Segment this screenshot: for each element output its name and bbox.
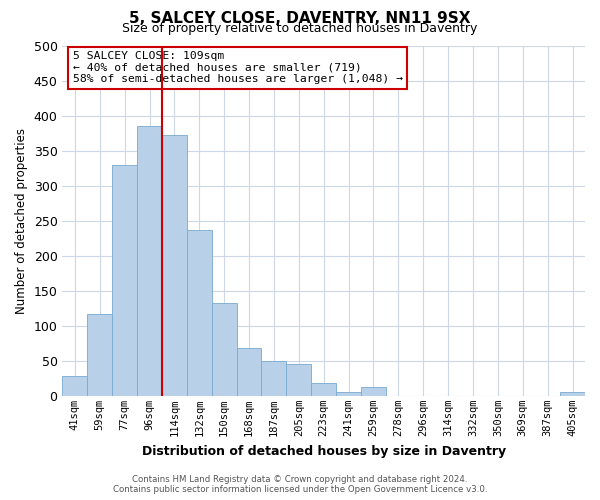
Bar [262,361,286,396]
Bar [336,392,361,396]
Bar [361,387,386,396]
Bar [62,376,88,396]
Bar [162,135,187,396]
Bar [187,230,212,396]
X-axis label: Distribution of detached houses by size in Daventry: Distribution of detached houses by size … [142,444,506,458]
Y-axis label: Number of detached properties: Number of detached properties [15,128,28,314]
Text: Size of property relative to detached houses in Daventry: Size of property relative to detached ho… [122,22,478,35]
Text: 5 SALCEY CLOSE: 109sqm
← 40% of detached houses are smaller (719)
58% of semi-de: 5 SALCEY CLOSE: 109sqm ← 40% of detached… [73,51,403,84]
Bar [311,384,336,396]
Bar [236,348,262,396]
Bar [212,303,236,396]
Bar [137,126,162,396]
Text: 5, SALCEY CLOSE, DAVENTRY, NN11 9SX: 5, SALCEY CLOSE, DAVENTRY, NN11 9SX [129,11,471,26]
Text: Contains HM Land Registry data © Crown copyright and database right 2024.
Contai: Contains HM Land Registry data © Crown c… [113,474,487,494]
Bar [112,165,137,396]
Bar [560,392,585,396]
Bar [286,364,311,396]
Bar [88,314,112,396]
